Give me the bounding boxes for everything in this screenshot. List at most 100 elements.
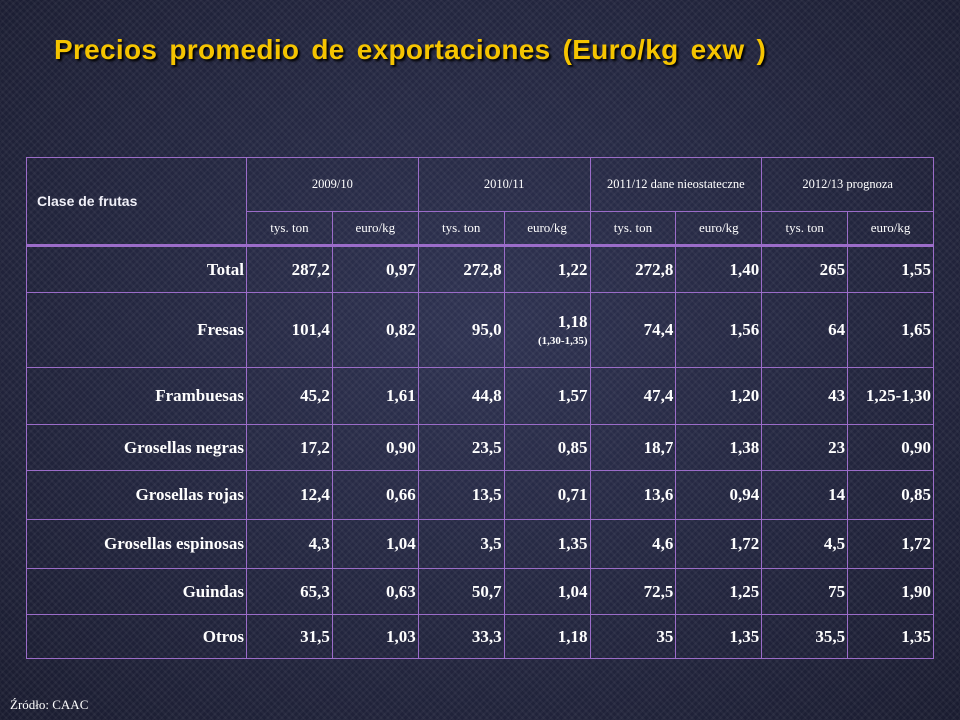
table-row-grosellas-rojas: Grosellas rojas 12,4 0,66 13,5 0,71 13,6… bbox=[26, 470, 934, 520]
cell-value: 0,85 bbox=[847, 470, 934, 520]
cell-note: (1,30-1,35) bbox=[538, 335, 588, 348]
cell-value: 13,6 bbox=[589, 470, 677, 520]
cell-value: 3,5 bbox=[417, 519, 505, 569]
cell-value: 0,94 bbox=[675, 470, 763, 520]
cell-value: 0,82 bbox=[331, 292, 419, 368]
cell-value: 272,8 bbox=[417, 244, 505, 293]
cell-value: 1,55 bbox=[847, 244, 934, 293]
cell-value: 101,4 bbox=[246, 292, 333, 368]
header-unit: euro/kg bbox=[503, 211, 591, 246]
row-label: Total bbox=[26, 244, 247, 293]
cell-value: 0,63 bbox=[331, 568, 419, 615]
table-row-otros: Otros 31,5 1,03 33,3 1,18 35 1,35 35,5 1… bbox=[26, 614, 934, 659]
cell-value: 1,38 bbox=[675, 424, 763, 471]
cell-value: 1,03 bbox=[331, 614, 419, 659]
row-label: Fresas bbox=[26, 292, 247, 368]
cell-value: 64 bbox=[761, 292, 849, 368]
source-note: Źródło: CAAC bbox=[10, 697, 89, 712]
cell-value: 1,56 bbox=[675, 292, 763, 368]
table-row-frambuesas: Frambuesas 45,2 1,61 44,8 1,57 47,4 1,20… bbox=[26, 367, 934, 425]
cell-value: 1,20 bbox=[675, 367, 763, 425]
cell-value: 50,7 bbox=[417, 568, 505, 615]
cell-value: 287,2 bbox=[246, 244, 333, 293]
row-label: Guindas bbox=[26, 568, 247, 615]
row-label: Grosellas rojas bbox=[26, 470, 247, 520]
cell-value: 74,4 bbox=[589, 292, 677, 368]
cell-value: 43 bbox=[761, 367, 849, 425]
cell-value: 0,90 bbox=[331, 424, 419, 471]
cell-value: 1,35 bbox=[503, 519, 591, 569]
cell-value: 75 bbox=[761, 568, 849, 615]
cell-value: 65,3 bbox=[246, 568, 333, 615]
table-row-fresas: Fresas 101,4 0,82 95,0 1,18 (1,30-1,35) … bbox=[26, 292, 934, 368]
cell-value: 33,3 bbox=[417, 614, 505, 659]
cell-value: 44,8 bbox=[417, 367, 505, 425]
header-unit: tys. ton bbox=[589, 211, 677, 246]
export-prices-table: Clase de frutas 2009/10 2010/11 2011/12 … bbox=[26, 157, 934, 659]
header-row-units: tys. ton euro/kg tys. ton euro/kg tys. t… bbox=[27, 211, 934, 246]
cell-value: 272,8 bbox=[589, 244, 677, 293]
row-label: Frambuesas bbox=[26, 367, 247, 425]
cell-value: 4,6 bbox=[589, 519, 677, 569]
header-year-2011: 2011/12 dane nieostateczne bbox=[589, 157, 763, 212]
cell-value: 0,85 bbox=[503, 424, 591, 471]
cell-value: 1,35 bbox=[847, 614, 934, 659]
cell-value: 47,4 bbox=[589, 367, 677, 425]
cell-value: 0,90 bbox=[847, 424, 934, 471]
header-year-2012: 2012/13 prognoza bbox=[761, 157, 934, 212]
cell-value: 265 bbox=[761, 244, 849, 293]
cell-value: 1,61 bbox=[331, 367, 419, 425]
cell-value: 1,35 bbox=[675, 614, 763, 659]
table-row-grosellas-negras: Grosellas negras 17,2 0,90 23,5 0,85 18,… bbox=[26, 424, 934, 471]
header-row-years: Clase de frutas 2009/10 2010/11 2011/12 … bbox=[26, 157, 934, 246]
cell-value: 1,65 bbox=[847, 292, 934, 368]
cell-value: 0,66 bbox=[331, 470, 419, 520]
row-label: Grosellas espinosas bbox=[26, 519, 247, 569]
header-year-2010: 2010/11 bbox=[417, 157, 591, 212]
cell-value: 1,40 bbox=[675, 244, 763, 293]
header-unit: euro/kg bbox=[847, 211, 934, 246]
cell-value: 17,2 bbox=[246, 424, 333, 471]
row-label: Otros bbox=[26, 614, 247, 659]
header-fruit-class: Clase de frutas bbox=[26, 157, 247, 246]
cell-value: 1,18 bbox=[503, 614, 591, 659]
cell-value: 13,5 bbox=[417, 470, 505, 520]
cell-value: 23,5 bbox=[417, 424, 505, 471]
cell-value-with-note: 1,18 (1,30-1,35) bbox=[503, 292, 591, 368]
cell-value: 1,04 bbox=[331, 519, 419, 569]
cell-value: 4,5 bbox=[761, 519, 849, 569]
cell-value: 35,5 bbox=[761, 614, 849, 659]
cell-value: 1,04 bbox=[503, 568, 591, 615]
cell-value: 31,5 bbox=[246, 614, 333, 659]
cell-value: 72,5 bbox=[589, 568, 677, 615]
header-unit: tys. ton bbox=[761, 211, 849, 246]
cell-main-value: 1,18 bbox=[557, 312, 588, 332]
cell-value: 0,97 bbox=[331, 244, 419, 293]
row-label: Grosellas negras bbox=[26, 424, 247, 471]
cell-value: 4,3 bbox=[246, 519, 333, 569]
cell-value: 14 bbox=[761, 470, 849, 520]
cell-value: 1,57 bbox=[503, 367, 591, 425]
header-unit: tys. ton bbox=[246, 211, 333, 246]
cell-value: 1,25 bbox=[675, 568, 763, 615]
cell-value: 45,2 bbox=[246, 367, 333, 425]
cell-value: 95,0 bbox=[417, 292, 505, 368]
table-row-grosellas-espinosas: Grosellas espinosas 4,3 1,04 3,5 1,35 4,… bbox=[26, 519, 934, 569]
cell-value: 12,4 bbox=[246, 470, 333, 520]
table-row-guindas: Guindas 65,3 0,63 50,7 1,04 72,5 1,25 75… bbox=[26, 568, 934, 615]
cell-value: 1,72 bbox=[675, 519, 763, 569]
table-row-total: Total 287,2 0,97 272,8 1,22 272,8 1,40 2… bbox=[26, 244, 934, 293]
cell-value: 23 bbox=[761, 424, 849, 471]
page-title: Precios promedio de exportaciones (Euro/… bbox=[54, 34, 767, 65]
cell-value: 1,72 bbox=[847, 519, 934, 569]
cell-value: 18,7 bbox=[589, 424, 677, 471]
cell-value: 1,22 bbox=[503, 244, 591, 293]
cell-value: 35 bbox=[589, 614, 677, 659]
cell-value: 1,90 bbox=[847, 568, 934, 615]
header-unit: euro/kg bbox=[331, 211, 419, 246]
cell-value: 0,71 bbox=[503, 470, 591, 520]
header-unit: euro/kg bbox=[675, 211, 763, 246]
cell-value: 1,25-1,30 bbox=[847, 367, 934, 425]
header-year-2009: 2009/10 bbox=[246, 157, 419, 212]
header-unit: tys. ton bbox=[417, 211, 505, 246]
